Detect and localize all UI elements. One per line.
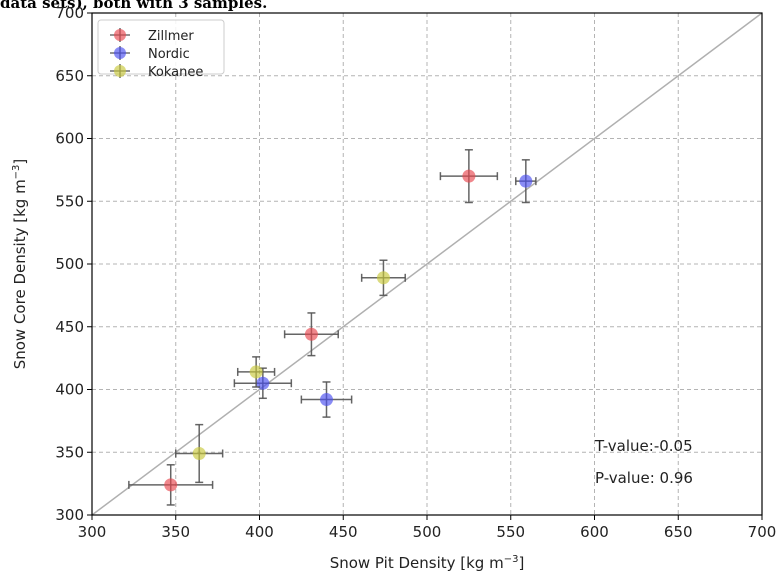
marker [250, 365, 263, 378]
legend: Zillmer Nordic Kokanee [98, 20, 224, 80]
marker [462, 170, 475, 183]
x-axis-label: Snow Pit Density [kg m−3] [330, 554, 525, 572]
data-point-kokanee [176, 425, 223, 483]
marker [164, 478, 177, 491]
x-tick-label: 350 [161, 523, 190, 541]
legend-marker [114, 29, 126, 41]
x-tick-label: 300 [78, 523, 107, 541]
legend-label: Nordic [148, 47, 190, 62]
p-value-annotation: P-value: 0.96 [595, 469, 693, 487]
y-tick-label: 650 [55, 67, 84, 85]
x-tick-label: 500 [413, 523, 442, 541]
data-point-zillmer [129, 465, 213, 505]
x-tick-label: 700 [748, 523, 777, 541]
data-point-zillmer [440, 150, 497, 203]
legend-label: Kokanee [148, 65, 203, 80]
legend-marker [114, 65, 126, 77]
marker [193, 447, 206, 460]
x-tick-label: 400 [245, 523, 274, 541]
marker [305, 328, 318, 341]
x-axis-label-group: Snow Pit Density [kg m−3] [330, 554, 525, 572]
y-axis-label: Snow Core Density [kg m−3] [11, 159, 29, 370]
marker [256, 377, 269, 390]
x-tick-label: 550 [496, 523, 525, 541]
y-tick-label: 600 [55, 130, 84, 148]
y-tick-label: 300 [55, 506, 84, 524]
legend-marker [114, 47, 126, 59]
marker [377, 271, 390, 284]
data-point-zillmer [285, 313, 339, 356]
y-tick-label: 400 [55, 381, 84, 399]
legend-label: Zillmer [148, 29, 194, 44]
x-tick-label: 450 [329, 523, 358, 541]
y-axis-label-group: Snow Core Density [kg m−3] [11, 159, 29, 370]
data-point-nordic [301, 382, 351, 417]
y-tick-label: 450 [55, 318, 84, 336]
y-tick-label: 550 [55, 192, 84, 210]
data-point-kokanee [362, 260, 406, 295]
y-tick-label: 700 [55, 4, 84, 22]
y-tick-label: 350 [55, 443, 84, 461]
marker [320, 393, 333, 406]
x-tick-label: 650 [664, 523, 693, 541]
marker [519, 175, 532, 188]
y-tick-label: 500 [55, 255, 84, 273]
x-tick-label: 600 [580, 523, 609, 541]
data-points [129, 150, 536, 505]
t-value-annotation: T-value:-0.05 [594, 437, 693, 455]
